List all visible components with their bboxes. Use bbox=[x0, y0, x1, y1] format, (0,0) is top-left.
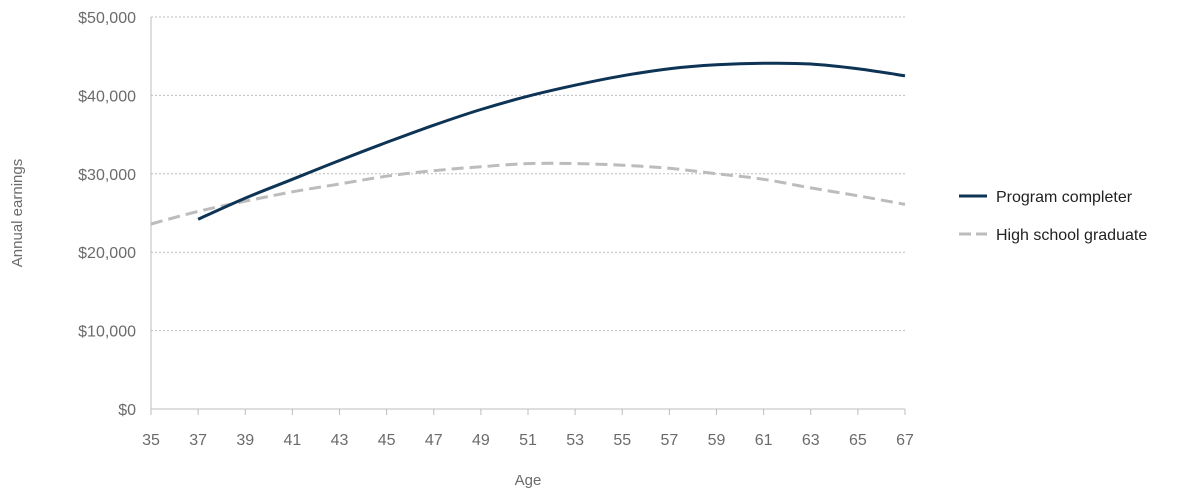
y-tick-label: $50,000 bbox=[78, 10, 136, 27]
axes bbox=[150, 17, 906, 415]
x-tick-label: 55 bbox=[613, 432, 631, 449]
y-tick-label: $20,000 bbox=[78, 245, 136, 262]
x-tick-label: 61 bbox=[755, 432, 773, 449]
x-tick-label: 57 bbox=[660, 432, 678, 449]
x-tick-label: 53 bbox=[566, 432, 584, 449]
y-tick-label: $30,000 bbox=[78, 167, 136, 184]
y-tick-label: $10,000 bbox=[78, 324, 136, 341]
x-tick-label: 39 bbox=[236, 432, 254, 449]
y-tick-labels: $0 $10,000 $20,000 $30,000 $40,000 $50,000 bbox=[78, 10, 136, 419]
x-tick-label: 47 bbox=[425, 432, 443, 449]
x-tick-label: 45 bbox=[378, 432, 396, 449]
x-axis-title: Age bbox=[515, 472, 542, 489]
legend: Program completer High school graduate bbox=[959, 189, 1147, 244]
y-tick-label: $40,000 bbox=[78, 88, 136, 105]
x-tick-label: 59 bbox=[708, 432, 726, 449]
gridlines bbox=[151, 16, 905, 332]
x-tick-label: 65 bbox=[849, 432, 867, 449]
x-tick-label: 67 bbox=[896, 432, 914, 449]
x-tick-label: 41 bbox=[283, 432, 301, 449]
y-axis-title: Annual earnings bbox=[9, 159, 26, 267]
y-tick-label: $0 bbox=[118, 402, 136, 419]
series-lines bbox=[150, 61, 906, 226]
x-tick-label: 43 bbox=[331, 432, 349, 449]
x-tick-label: 51 bbox=[519, 432, 537, 449]
x-tick-label: 63 bbox=[802, 432, 820, 449]
x-tick-labels: 35 37 39 41 43 45 47 49 51 53 55 57 59 61 63 65 67 bbox=[142, 432, 914, 449]
legend-label-high-school-graduate: High school graduate bbox=[996, 227, 1147, 244]
legend-label-program-completer: Program completer bbox=[996, 189, 1133, 206]
x-tick-label: 49 bbox=[472, 432, 490, 449]
series-line-high-school-graduate bbox=[150, 161, 906, 226]
series-line-program-completer bbox=[197, 61, 906, 221]
x-tick-label: 37 bbox=[189, 432, 207, 449]
x-tick-label: 35 bbox=[142, 432, 160, 449]
